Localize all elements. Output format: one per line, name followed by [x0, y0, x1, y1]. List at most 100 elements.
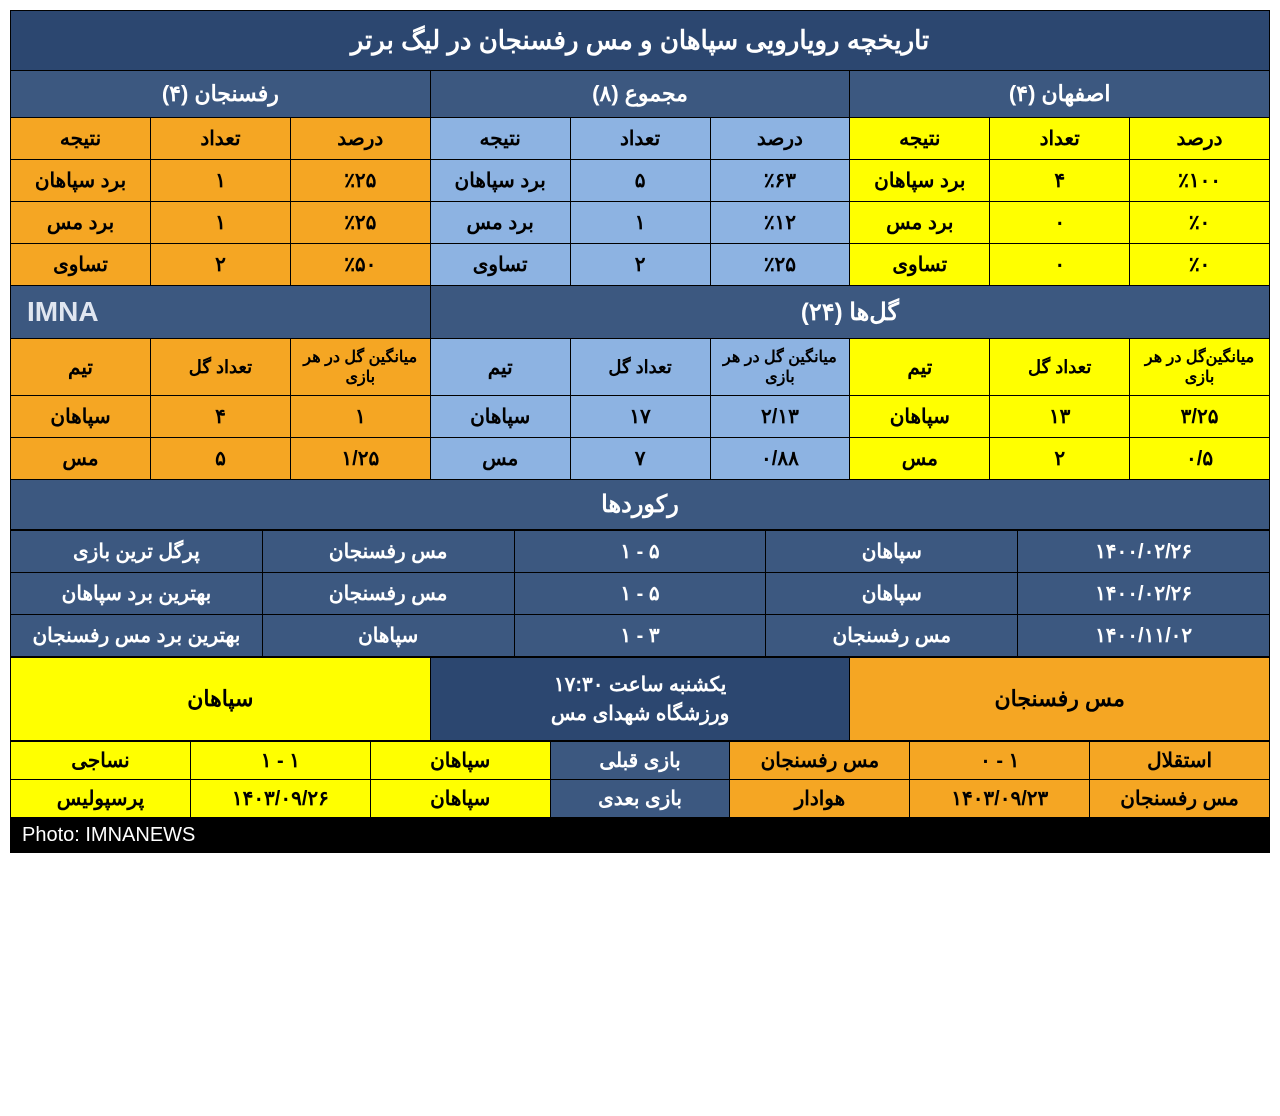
stats-table: تاریخچه رویارویی سپاهان و مس رفسنجان در …: [10, 10, 1270, 853]
col-percent: درصد: [710, 118, 850, 160]
cell: ۴: [151, 396, 291, 438]
prev-team: مس رفسنجان: [730, 742, 910, 780]
match-time: یکشنبه ساعت ۱۷:۳۰: [445, 672, 836, 697]
next-label: بازی بعدی: [550, 780, 730, 818]
col-count: تعداد: [151, 118, 291, 160]
prev-label: بازی قبلی: [550, 742, 730, 780]
cell: ۱۳: [990, 396, 1130, 438]
cell: سپاهان: [11, 396, 151, 438]
cell: مس: [850, 438, 990, 480]
record-row: ۱۴۰۰/۱۱/۰۲ مس رفسنجان ۳ - ۱ سپاهان بهتری…: [11, 615, 1270, 657]
cell: ۱: [290, 396, 430, 438]
col-goalcount: تعداد گل: [570, 339, 710, 396]
record-row: ۱۴۰۰/۰۲/۲۶ سپاهان ۵ - ۱ مس رفسنجان پرگل …: [11, 531, 1270, 573]
cell: ۳/۲۵: [1130, 396, 1270, 438]
col-avg: میانگین‌گل در هر بازی: [1130, 339, 1270, 396]
cell: ٪۵۰: [290, 244, 430, 286]
col-goalcount: تعداد گل: [990, 339, 1130, 396]
record-label: پرگل ترین بازی: [11, 531, 263, 573]
next-team: سپاهان: [370, 780, 550, 818]
cell: تساوی: [430, 244, 570, 286]
cell: ٪۱۲: [710, 202, 850, 244]
record-date: ۱۴۰۰/۰۲/۲۶: [1018, 573, 1270, 615]
col-goalcount: تعداد گل: [151, 339, 291, 396]
prev-opponent: نساجی: [11, 742, 191, 780]
city-rafsanjan: رفسنجان (۴): [11, 71, 431, 118]
col-result: نتیجه: [850, 118, 990, 160]
col-avg: میانگین گل در هر بازی: [710, 339, 850, 396]
cell: ۰: [990, 202, 1130, 244]
record-team1: سپاهان: [766, 573, 1018, 615]
cell: تساوی: [11, 244, 151, 286]
record-team2: سپاهان: [262, 615, 514, 657]
record-date: ۱۴۰۰/۱۱/۰۲: [1018, 615, 1270, 657]
col-count: تعداد: [990, 118, 1130, 160]
cell: ۲: [990, 438, 1130, 480]
cell: ۵: [151, 438, 291, 480]
prev-opponent: استقلال: [1090, 742, 1270, 780]
cell: برد مس: [850, 202, 990, 244]
cell: برد سپاهان: [850, 160, 990, 202]
cell: ٪۲۵: [290, 202, 430, 244]
cell: برد سپاهان: [11, 160, 151, 202]
col-team: تیم: [430, 339, 570, 396]
cell: ٪۰: [1130, 202, 1270, 244]
cell: ۱: [151, 160, 291, 202]
col-result: نتیجه: [11, 118, 151, 160]
cell: مس: [11, 438, 151, 480]
record-label: بهترین برد مس رفسنجان: [11, 615, 263, 657]
next-opponent: هوادار: [730, 780, 910, 818]
cell: ٪۰: [1130, 244, 1270, 286]
next-opponent: پرسپولیس: [11, 780, 191, 818]
cell: سپاهان: [850, 396, 990, 438]
cell: ۰: [990, 244, 1130, 286]
watermark: IMNA: [11, 286, 431, 339]
record-date: ۱۴۰۰/۰۲/۲۶: [1018, 531, 1270, 573]
col-percent: درصد: [1130, 118, 1270, 160]
next-date: ۱۴۰۳/۰۹/۲۳: [910, 780, 1090, 818]
cell: ۲/۱۳: [710, 396, 850, 438]
next-team: مس رفسنجان: [1090, 780, 1270, 818]
record-label: بهترین برد سپاهان: [11, 573, 263, 615]
record-team1: سپاهان: [766, 531, 1018, 573]
col-team: تیم: [11, 339, 151, 396]
cell: ۱/۲۵: [290, 438, 430, 480]
cell: ۷: [570, 438, 710, 480]
cell: برد مس: [11, 202, 151, 244]
cell: برد مس: [430, 202, 570, 244]
record-team1: مس رفسنجان: [766, 615, 1018, 657]
cell: ۰/۵: [1130, 438, 1270, 480]
city-total: مجموع (۸): [430, 71, 850, 118]
record-team2: مس رفسنجان: [262, 573, 514, 615]
goals-title: گل‌ها (۲۴): [430, 286, 1269, 339]
cell: سپاهان: [430, 396, 570, 438]
records-title: رکوردها: [11, 480, 1270, 530]
record-score: ۵ - ۱: [514, 531, 766, 573]
cell: ۰/۸۸: [710, 438, 850, 480]
cell: ۴: [990, 160, 1130, 202]
record-score: ۳ - ۱: [514, 615, 766, 657]
cell: ٪۱۰۰: [1130, 160, 1270, 202]
cell: مس: [430, 438, 570, 480]
cell: ۱: [570, 202, 710, 244]
prev-score: ۱ - ۰: [910, 742, 1090, 780]
col-team: تیم: [850, 339, 990, 396]
cell: برد سپاهان: [430, 160, 570, 202]
main-title: تاریخچه رویارویی سپاهان و مس رفسنجان در …: [11, 11, 1270, 71]
cell: ۲: [570, 244, 710, 286]
match-away: سپاهان: [11, 658, 431, 741]
col-percent: درصد: [290, 118, 430, 160]
col-avg: میانگین گل در هر بازی: [290, 339, 430, 396]
match-venue: ورزشگاه شهدای مس: [445, 701, 836, 726]
cell: ٪۶۳: [710, 160, 850, 202]
next-date: ۱۴۰۳/۰۹/۲۶: [190, 780, 370, 818]
cell: ۱: [151, 202, 291, 244]
prev-team: سپاهان: [370, 742, 550, 780]
cell: ٪۲۵: [710, 244, 850, 286]
cell: ۱۷: [570, 396, 710, 438]
photo-credit: Photo: IMNANEWS: [10, 818, 1270, 853]
col-count: تعداد: [570, 118, 710, 160]
record-score: ۵ - ۱: [514, 573, 766, 615]
cell: ٪۲۵: [290, 160, 430, 202]
city-isfahan: اصفهان (۴): [850, 71, 1270, 118]
